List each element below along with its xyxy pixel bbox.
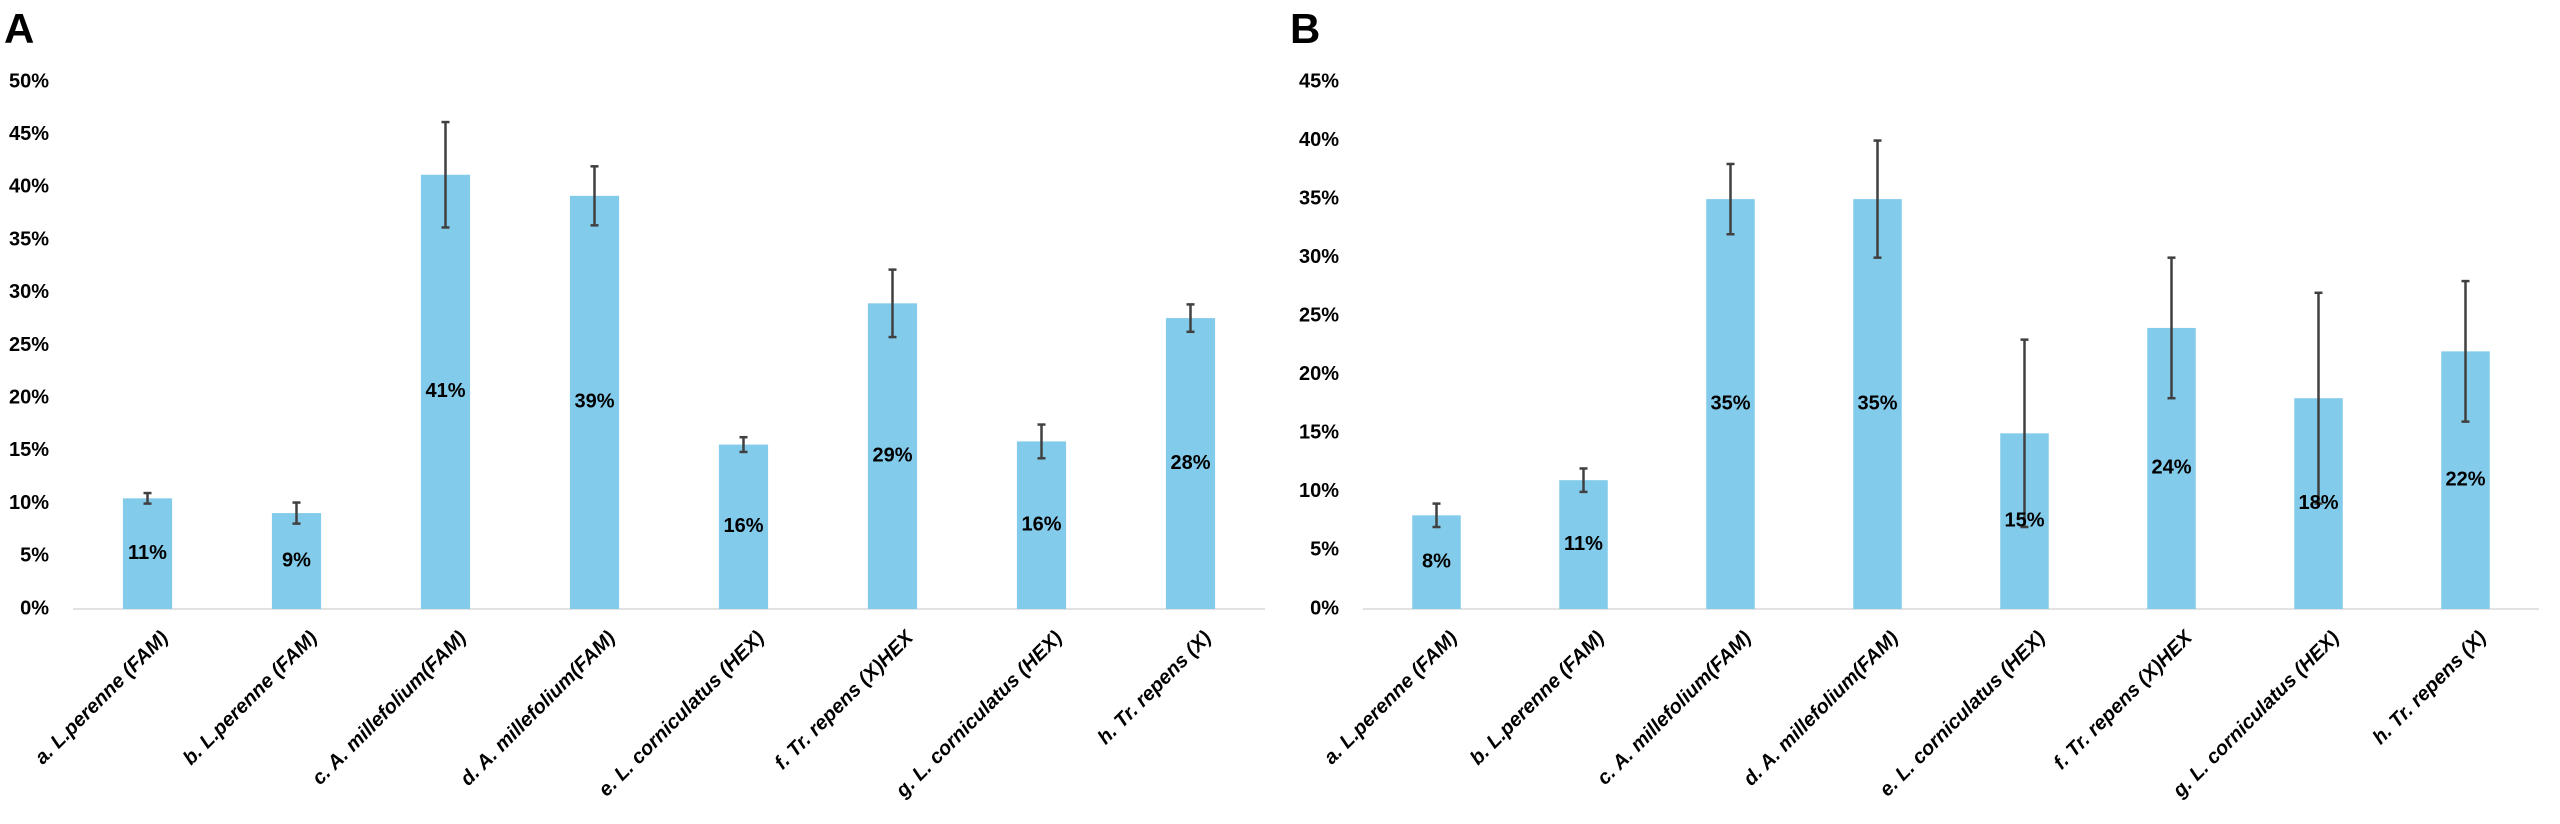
x-tick-label: c. A. millefolium(FAM): [1593, 626, 1756, 789]
x-tick-label: g. L. corniculatus (HEX): [2168, 626, 2344, 802]
data-label: 41%: [425, 380, 465, 402]
bar: [420, 174, 471, 609]
x-tick-label: e. L. corniculatus (HEX): [1875, 626, 2050, 801]
bar: [1559, 480, 1608, 609]
bar: [271, 513, 322, 609]
x-tick-label: a. L.perenne (FAM): [1320, 626, 1462, 768]
data-label: 28%: [1170, 452, 1210, 474]
y-tick-label: 35%: [1299, 187, 1339, 209]
y-tick-label: 5%: [20, 545, 49, 567]
bar: [867, 303, 918, 609]
bar: [1412, 515, 1461, 609]
x-tick-label: h. Tr. repens (X): [2369, 626, 2491, 748]
bar: [718, 444, 769, 609]
y-tick-label: 0%: [20, 597, 49, 619]
y-tick-label: 15%: [1299, 422, 1339, 444]
y-tick-label: 25%: [9, 334, 49, 356]
y-tick-label: 15%: [9, 439, 49, 461]
data-label: 39%: [574, 391, 614, 413]
y-tick-label: 50%: [9, 70, 49, 92]
data-label: 16%: [723, 515, 763, 537]
data-label: 35%: [1857, 392, 1897, 414]
x-tick-label: b. L.perenne (FAM): [1466, 626, 1609, 769]
x-tick-label: c. A. millefolium(FAM): [308, 626, 471, 789]
y-tick-label: 25%: [1299, 305, 1339, 327]
data-label: 9%: [282, 549, 311, 571]
x-tick-label: e. L. corniculatus (HEX): [594, 626, 769, 801]
data-label: 29%: [872, 444, 912, 466]
bar: [1706, 199, 1755, 609]
y-tick-label: 20%: [1299, 363, 1339, 385]
data-label: 16%: [1021, 513, 1061, 535]
y-tick-label: 40%: [9, 176, 49, 198]
bar: [1853, 199, 1902, 609]
bar: [569, 195, 620, 609]
bar: [122, 498, 173, 609]
bar: [1165, 318, 1216, 609]
data-label: 24%: [2151, 457, 2191, 479]
y-tick-label: 45%: [9, 123, 49, 145]
x-tick-label: f. Tr. repens (X)HEX: [2049, 626, 2197, 774]
data-label: 35%: [1710, 392, 1750, 414]
y-tick-label: 20%: [9, 386, 49, 408]
x-tick-label: g. L. corniculatus (HEX): [891, 626, 1067, 802]
x-tick-label: b. L.perenne (FAM): [179, 626, 322, 769]
panel-title: A: [4, 5, 34, 52]
y-tick-label: 30%: [1299, 246, 1339, 268]
y-tick-label: 10%: [9, 492, 49, 514]
panel-title: B: [1290, 5, 1320, 52]
data-label: 11%: [128, 542, 167, 564]
y-tick-label: 5%: [1310, 539, 1339, 561]
y-tick-label: 10%: [1299, 480, 1339, 502]
x-tick-label: d. A. millefolium(FAM): [1739, 626, 1903, 790]
x-tick-label: f. Tr. repens (X)HEX: [770, 626, 918, 774]
x-tick-label: h. Tr. repens (X): [1094, 626, 1216, 748]
y-tick-label: 45%: [1299, 70, 1339, 92]
y-tick-label: 30%: [9, 281, 49, 303]
x-tick-label: a. L.perenne (FAM): [31, 626, 173, 768]
data-label: 8%: [1422, 550, 1451, 572]
data-label: 22%: [2445, 468, 2485, 490]
y-tick-label: 0%: [1310, 597, 1339, 619]
y-tick-label: 40%: [1299, 129, 1339, 151]
data-label: 11%: [1564, 533, 1603, 555]
bar: [1016, 441, 1067, 609]
data-label: 18%: [2298, 492, 2338, 514]
y-tick-label: 35%: [9, 228, 49, 250]
data-label: 15%: [2004, 509, 2044, 531]
x-tick-label: d. A. millefolium(FAM): [456, 626, 620, 790]
